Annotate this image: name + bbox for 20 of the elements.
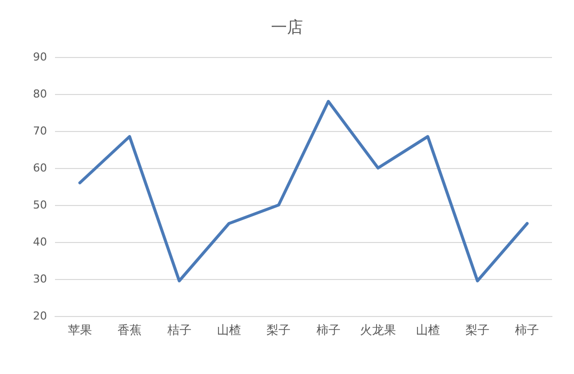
line-series xyxy=(78,100,529,282)
x-tick-label: 山楂 xyxy=(216,323,241,337)
x-tick-label: 柿子 xyxy=(515,323,540,337)
y-tick-label: 50 xyxy=(33,198,47,212)
x-tick-label: 山楂 xyxy=(416,323,440,337)
x-tick-label: 梨子 xyxy=(266,323,291,337)
y-tick-label: 90 xyxy=(33,50,47,64)
y-tick-label: 20 xyxy=(33,310,47,322)
y-tick-label: 30 xyxy=(33,272,47,286)
y-tick-label: 70 xyxy=(33,124,47,138)
x-tick-label: 香蕉 xyxy=(118,323,142,337)
x-tick-label: 苹果 xyxy=(68,323,92,337)
chart-title: 一店 xyxy=(271,18,303,36)
x-tick-label: 柿子 xyxy=(316,323,340,337)
y-tick-label: 80 xyxy=(33,88,47,100)
y-tick-label: 60 xyxy=(33,162,47,174)
x-tick-label: 桔子 xyxy=(166,323,192,337)
x-tick-label: 火龙果 xyxy=(360,323,396,337)
y-tick-label: 40 xyxy=(33,236,47,248)
x-tick-label: 梨子 xyxy=(465,323,490,337)
